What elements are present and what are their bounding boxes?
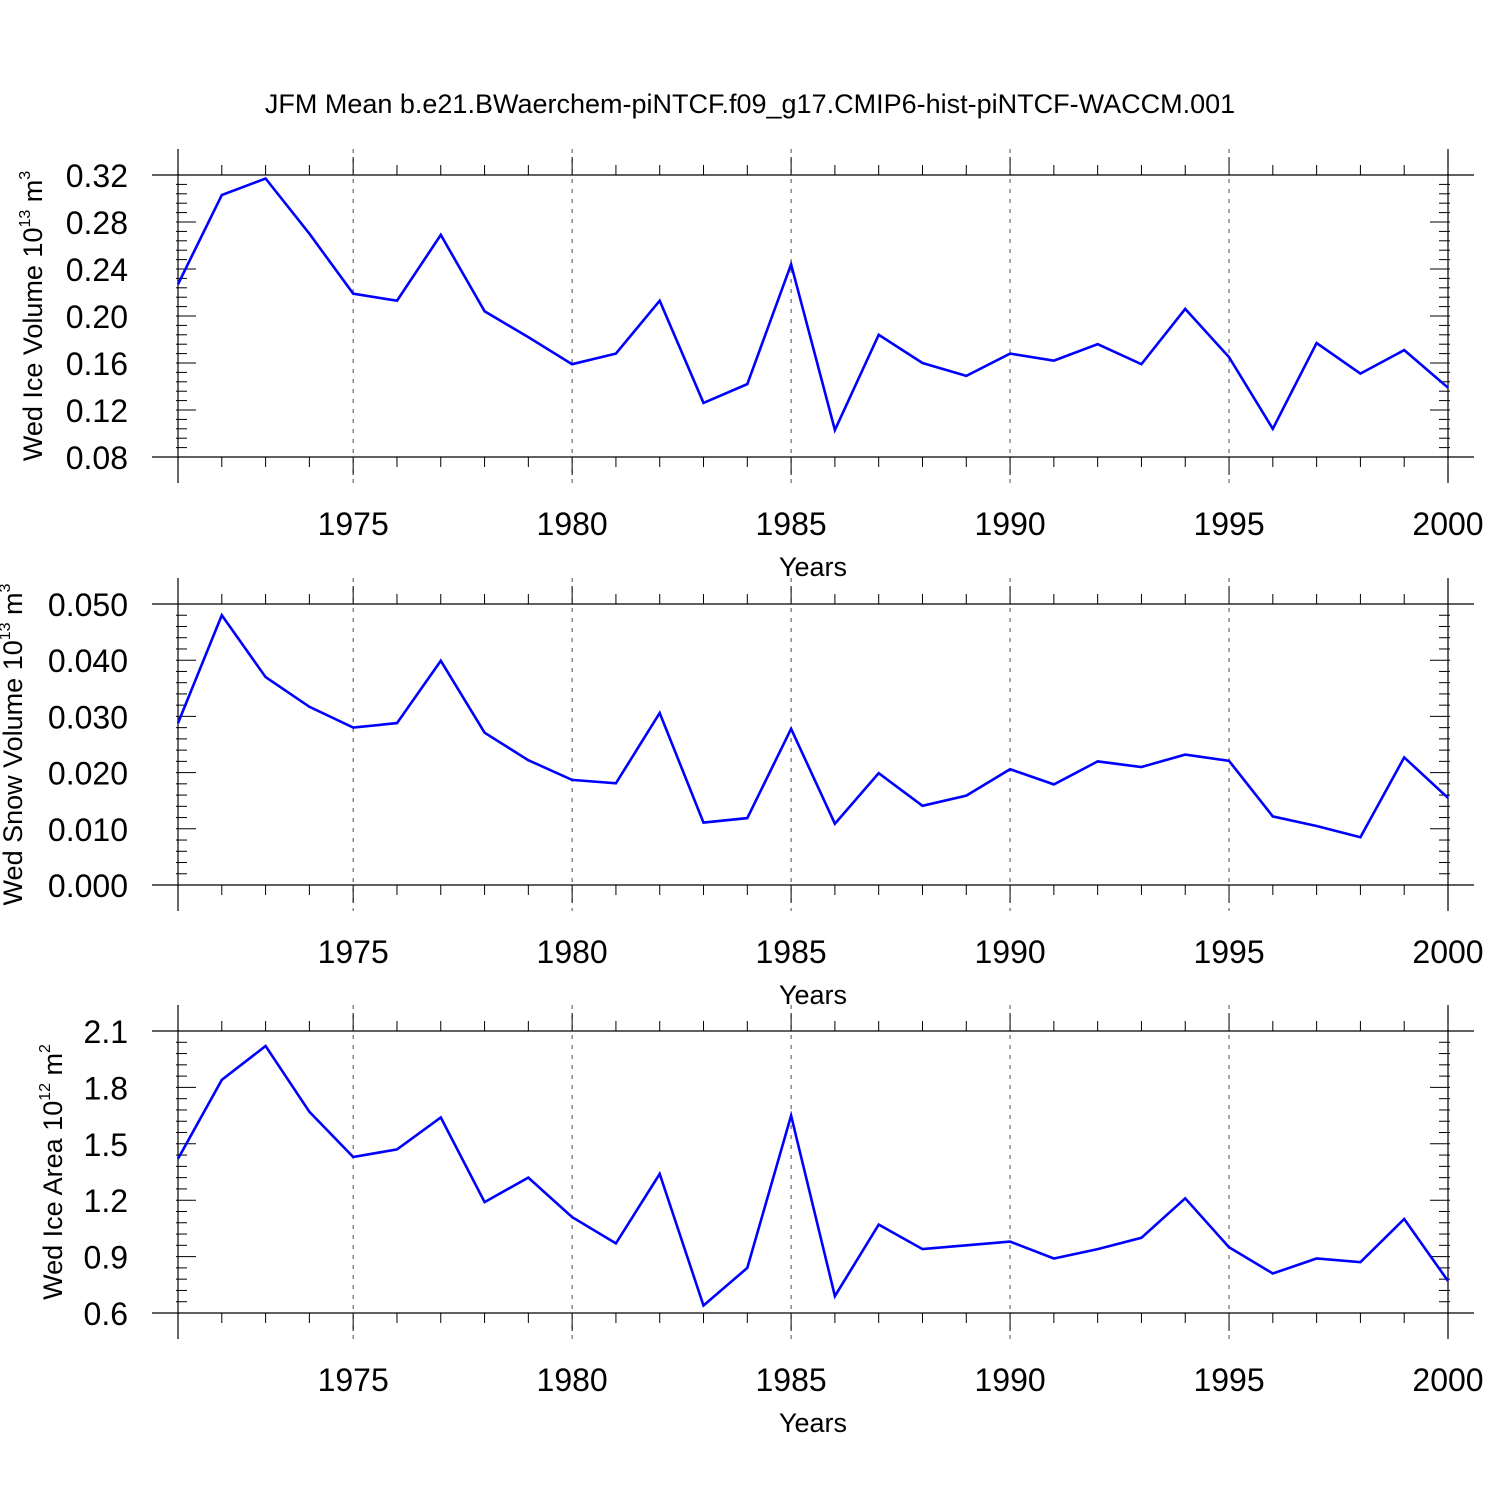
y-axis-label: Wed Ice Volume 1013 m3 [17, 171, 48, 461]
x-tick-label: 1985 [756, 506, 827, 542]
y-axis-label: Wed Snow Volume 1013 m3 [0, 583, 28, 905]
x-axis-label: Years [779, 552, 847, 582]
y-axis-label-superscript: 13 [17, 210, 34, 228]
x-tick-label: 2000 [1412, 1362, 1483, 1398]
y-axis-label-superscript: 2 [37, 1044, 54, 1053]
y-tick-label: 0.030 [48, 699, 128, 735]
y-axis-label-part: m [0, 592, 28, 622]
y-tick-label: 0.010 [48, 812, 128, 848]
series-line [176, 176, 1449, 434]
y-axis-label-part: Wed Ice Area 10 [38, 1101, 68, 1300]
x-tick-label: 1975 [318, 1362, 389, 1398]
x-tick-label: 1995 [1193, 506, 1264, 542]
x-tick-label: 1985 [756, 934, 827, 970]
y-axis-label-superscript: 3 [17, 171, 34, 180]
x-axis-label: Years [779, 1408, 847, 1438]
series-line [176, 1044, 1450, 1308]
y-tick-label: 0.050 [48, 587, 128, 623]
x-tick-label: 1990 [974, 934, 1045, 970]
y-axis-label-superscript: 13 [0, 622, 14, 640]
y-tick-label: 1.2 [84, 1183, 128, 1219]
y-axis-label-part: Wed Ice Volume 10 [18, 228, 48, 462]
x-tick-label: 2000 [1412, 934, 1483, 970]
y-tick-label: 0.24 [66, 252, 128, 288]
x-axis-label: Years [779, 980, 847, 1010]
y-axis-label-superscript: 3 [0, 583, 14, 592]
x-tick-label: 1995 [1193, 934, 1264, 970]
y-tick-label: 0.040 [48, 643, 128, 679]
x-tick-label: 1995 [1193, 1362, 1264, 1398]
y-tick-label: 0.000 [48, 868, 128, 904]
y-tick-label: 1.8 [84, 1070, 128, 1106]
x-tick-label: 1980 [537, 506, 608, 542]
panel-ice-area: 0.6 0.9 1.2 1.5 1.8 2.1 1975 1980 1985 1990 1995 20… [37, 1005, 1484, 1438]
y-tick-label: 0.28 [66, 205, 128, 241]
x-tick-label: 1990 [974, 506, 1045, 542]
x-tick-label: 1980 [537, 1362, 608, 1398]
y-tick-label: 0.12 [66, 393, 128, 429]
y-tick-label: 0.32 [66, 158, 128, 194]
y-tick-label: 1.5 [84, 1127, 128, 1163]
y-axis-label-part: m [18, 180, 48, 210]
x-tick-label: 1975 [318, 506, 389, 542]
y-tick-label: 0.6 [84, 1296, 128, 1332]
series-line [176, 612, 1449, 839]
y-tick-label: 0.9 [84, 1240, 128, 1276]
y-axis-label: Wed Ice Area 1012 m2 [37, 1044, 68, 1300]
y-tick-label: 2.1 [84, 1014, 128, 1050]
y-tick-label: 0.020 [48, 756, 128, 792]
x-tick-label: 2000 [1412, 506, 1483, 542]
y-axis-label-part: Wed Snow Volume 10 [0, 640, 28, 905]
figure-title: JFM Mean b.e21.BWaerchem-piNTCF.f09_g17.… [265, 89, 1235, 119]
y-axis-label-superscript: 12 [37, 1083, 54, 1101]
y-tick-label: 0.08 [66, 440, 128, 476]
x-tick-label: 1990 [974, 1362, 1045, 1398]
panel-snow-volume: 0.000 0.010 0.020 0.030 0.040 0.050 1975 1980 19… [0, 578, 1484, 1010]
x-tick-label: 1975 [318, 934, 389, 970]
y-tick-label: 0.20 [66, 299, 128, 335]
x-tick-label: 1985 [756, 1362, 827, 1398]
y-axis-label-part: m [38, 1053, 68, 1083]
x-tick-label: 1980 [537, 934, 608, 970]
y-tick-label: 0.16 [66, 346, 128, 382]
panel-ice-volume: 0.08 0.12 0.16 0.20 0.24 0.28 0.32 1975 1980 1985… [17, 149, 1484, 582]
